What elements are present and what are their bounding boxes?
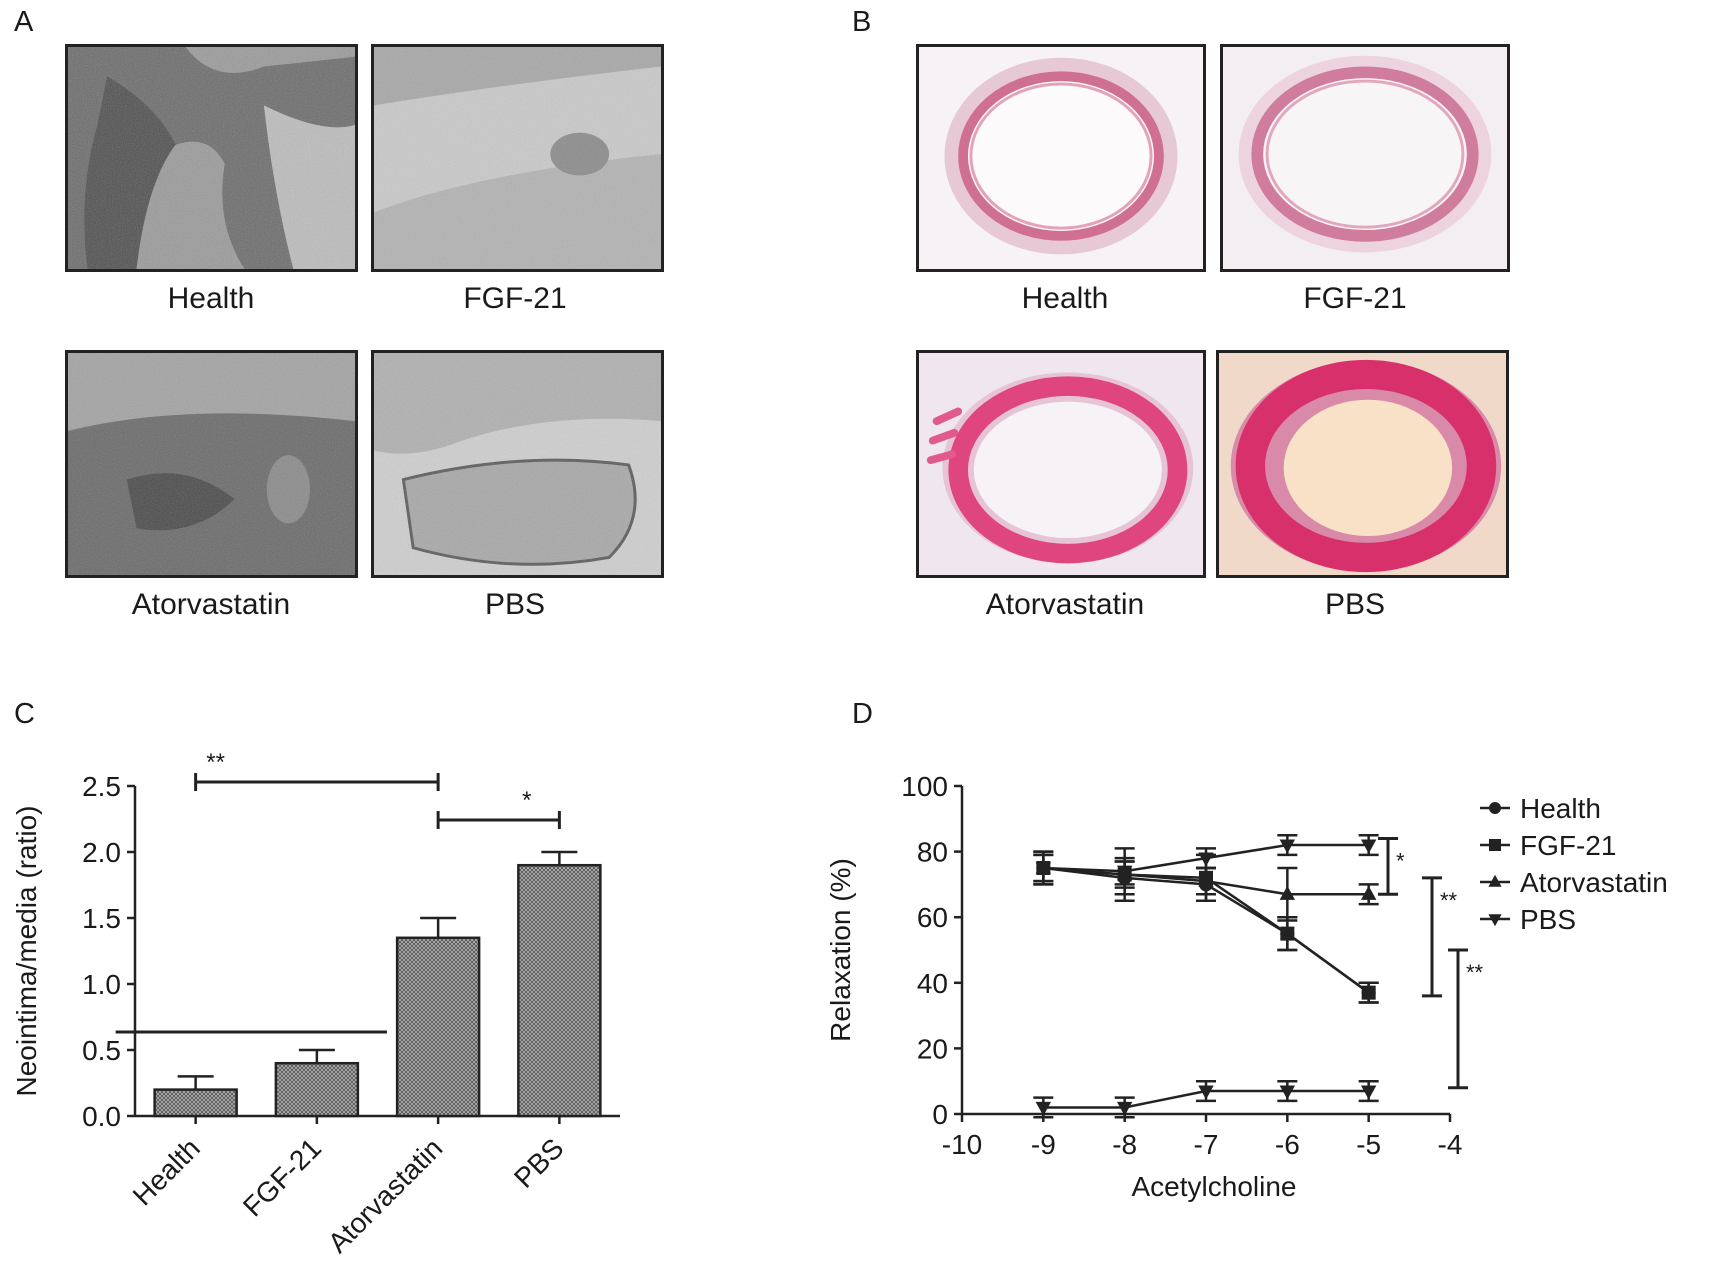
legend-label-fgf-21: FGF-21 bbox=[1520, 830, 1616, 861]
x-tick-label: FGF-21 bbox=[237, 1132, 327, 1222]
y-tick-label: 0.0 bbox=[82, 1101, 121, 1132]
bar-pbs bbox=[517, 863, 602, 1118]
legend-marker bbox=[1489, 802, 1501, 814]
x-tick-label: -9 bbox=[1031, 1129, 1056, 1160]
data-point bbox=[1116, 865, 1133, 880]
bar-chart: 0.0 0.5 1.0 1.5 2.0 2.5 Neointima/media (ratio… bbox=[11, 749, 620, 1259]
data-point bbox=[1035, 1101, 1052, 1116]
panel-letter-b: B bbox=[852, 6, 872, 38]
y-tick-label: 0 bbox=[932, 1099, 948, 1130]
data-point bbox=[1280, 926, 1295, 941]
panel-letter-a: A bbox=[14, 6, 34, 38]
significance-label: ** bbox=[1440, 888, 1458, 913]
legend-label-atorvastatin: Atorvastatin bbox=[1520, 867, 1668, 898]
bar-atorvastatin bbox=[395, 936, 481, 1118]
tem-caption-health: Health bbox=[167, 282, 255, 315]
x-axis-label: Acetylcholine bbox=[1132, 1171, 1297, 1202]
y-tick-label: 100 bbox=[901, 771, 948, 802]
significance-label: * bbox=[522, 787, 531, 814]
tem-image-fgf21 bbox=[371, 44, 664, 272]
legend-marker bbox=[1488, 874, 1502, 887]
he-caption-atorvastatin: Atorvastatin bbox=[985, 588, 1145, 621]
he-caption-pbs: PBS bbox=[1324, 588, 1386, 621]
data-point bbox=[1279, 1085, 1296, 1100]
y-tick-label: 80 bbox=[917, 837, 948, 868]
x-tick-label: -10 bbox=[942, 1129, 982, 1160]
y-tick-label: 60 bbox=[917, 902, 948, 933]
legend-marker bbox=[1489, 839, 1501, 851]
tem-image-atorvastatin bbox=[65, 350, 358, 578]
tem-image-health bbox=[65, 44, 358, 272]
data-point bbox=[1360, 839, 1377, 854]
bar-fgf-21 bbox=[274, 1061, 360, 1118]
x-tick-label: -5 bbox=[1356, 1129, 1381, 1160]
tem-caption-pbs: PBS bbox=[484, 588, 546, 621]
data-point bbox=[1279, 839, 1296, 854]
panel-letter-d: D bbox=[852, 698, 873, 730]
data-point bbox=[1198, 1085, 1214, 1100]
x-tick-label: PBS bbox=[508, 1132, 570, 1194]
he-image-atorvastatin bbox=[916, 350, 1206, 578]
data-point bbox=[1360, 885, 1377, 900]
data-point bbox=[1035, 862, 1052, 877]
data-point bbox=[1198, 872, 1214, 887]
x-tick-label: -8 bbox=[1112, 1129, 1137, 1160]
legend-label-health: Health bbox=[1520, 793, 1601, 824]
he-image-pbs bbox=[1216, 350, 1509, 578]
legend-label-pbs: PBS bbox=[1520, 904, 1576, 935]
y-tick-label: 2.0 bbox=[82, 837, 121, 868]
y-tick-label: 1.0 bbox=[82, 969, 121, 1000]
bar-health bbox=[153, 1088, 238, 1118]
tem-image-pbs bbox=[371, 350, 664, 578]
data-point bbox=[1361, 985, 1376, 1000]
line-chart: 0 20 40 60 80 100 -10 -9 -8 -7 -6 -5 -4 Acetylcholine… bbox=[825, 771, 1668, 1202]
y-axis-label: Relaxation (%) bbox=[825, 858, 856, 1042]
y-tick-label: 0.5 bbox=[82, 1035, 121, 1066]
he-caption-fgf21: FGF-21 bbox=[1303, 282, 1407, 315]
tem-caption-fgf21: FGF-21 bbox=[463, 282, 567, 315]
panel-letter-c: C bbox=[14, 698, 35, 730]
data-point bbox=[1279, 885, 1296, 900]
x-tick-label: Atorvastatin bbox=[322, 1132, 448, 1258]
x-tick-label: -4 bbox=[1438, 1129, 1463, 1160]
significance-label: ** bbox=[1466, 960, 1484, 985]
y-tick-label: 20 bbox=[917, 1033, 948, 1064]
data-point bbox=[1116, 1101, 1133, 1116]
x-tick-label: -7 bbox=[1194, 1129, 1219, 1160]
x-tick-label: -6 bbox=[1275, 1129, 1300, 1160]
tem-caption-atorvastatin: Atorvastatin bbox=[131, 588, 291, 621]
y-axis-label: Neointima/media (ratio) bbox=[11, 806, 42, 1097]
he-image-health bbox=[916, 44, 1206, 272]
he-caption-health: Health bbox=[1021, 282, 1109, 315]
data-point bbox=[1360, 1085, 1377, 1100]
y-tick-label: 2.5 bbox=[82, 771, 121, 802]
significance-label: ** bbox=[206, 749, 225, 776]
data-point bbox=[1198, 852, 1214, 867]
significance-label: * bbox=[1396, 848, 1405, 873]
he-image-fgf21 bbox=[1220, 44, 1510, 272]
y-tick-label: 40 bbox=[917, 968, 948, 999]
y-tick-label: 1.5 bbox=[82, 903, 121, 934]
x-tick-label: Health bbox=[127, 1132, 206, 1211]
legend-marker bbox=[1488, 914, 1502, 927]
